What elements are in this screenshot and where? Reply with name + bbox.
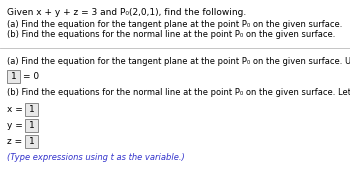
Text: (a) Find the equation for the tangent plane at the point P₀ on the given surface: (a) Find the equation for the tangent pl…: [7, 20, 342, 29]
FancyBboxPatch shape: [25, 135, 38, 148]
Text: x =: x =: [7, 105, 23, 114]
Text: 1: 1: [29, 137, 34, 146]
Text: 1: 1: [29, 105, 34, 114]
Text: Given x + y + z = 3 and P₀(2,0,1), find the following.: Given x + y + z = 3 and P₀(2,0,1), find …: [7, 8, 246, 17]
Text: 1: 1: [10, 72, 16, 81]
Text: = 0: = 0: [23, 72, 39, 81]
Text: (Type expressions using t as the variable.): (Type expressions using t as the variabl…: [7, 153, 185, 162]
Text: z =: z =: [7, 137, 22, 146]
FancyBboxPatch shape: [25, 103, 38, 116]
Text: (b) Find the equations for the normal line at the point P₀ on the given surface.: (b) Find the equations for the normal li…: [7, 30, 335, 39]
Text: 1: 1: [29, 121, 34, 130]
Text: y =: y =: [7, 121, 23, 130]
FancyBboxPatch shape: [7, 70, 20, 83]
Text: (b) Find the equations for the normal line at the point P₀ on the given surface.: (b) Find the equations for the normal li…: [7, 88, 350, 97]
FancyBboxPatch shape: [25, 119, 38, 132]
Text: (a) Find the equation for the tangent plane at the point P₀ on the given surface: (a) Find the equation for the tangent pl…: [7, 57, 350, 66]
